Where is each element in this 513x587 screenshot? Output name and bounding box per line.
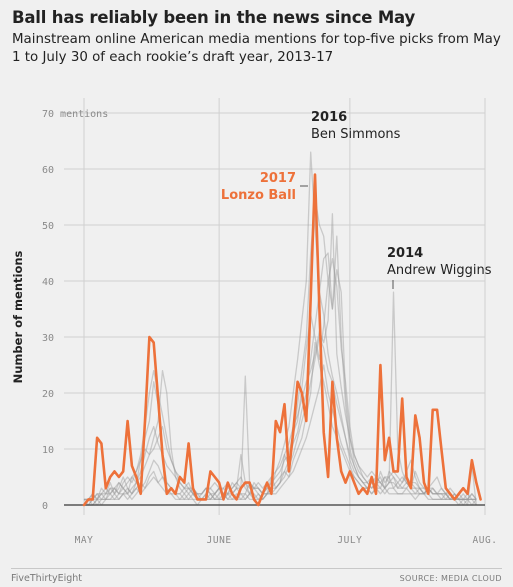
background-series-line <box>84 364 477 506</box>
x-tick-label: AUG. <box>473 535 498 546</box>
background-series-line <box>84 196 477 501</box>
x-tick-label: JUNE <box>207 535 232 546</box>
y-tick-label: 40 <box>42 277 54 288</box>
y-tick-label: 50 <box>42 221 54 232</box>
annotation-year: 2016 <box>311 110 347 125</box>
background-series-line <box>83 341 477 506</box>
y-tick-label: 10 <box>42 445 54 456</box>
footer-brand: FiveThirtyEight <box>11 573 83 584</box>
footer-source: SOURCE: MEDIA CLOUD <box>399 574 502 583</box>
x-tick-label: JULY <box>337 535 362 546</box>
y-axis-label: Number of mentions <box>11 250 25 383</box>
annotation-year: 2017 <box>260 171 296 186</box>
annotation-name: Lonzo Ball <box>221 188 296 203</box>
annotation-name: Ben Simmons <box>311 127 401 142</box>
lonzo-ball-line <box>82 173 482 507</box>
annotation-name: Andrew Wiggins <box>387 263 492 278</box>
y-tick-label: 60 <box>42 165 54 176</box>
y-tick-label: 70 mentions <box>42 109 108 120</box>
y-tick-label: 0 <box>42 501 48 512</box>
footer-divider <box>11 568 502 569</box>
annotation-year: 2014 <box>387 246 423 261</box>
chart-title: Ball has reliably been in the news since… <box>12 8 416 27</box>
y-tick-label: 30 <box>42 333 54 344</box>
y-tick-label: 20 <box>42 389 54 400</box>
line-chart: 0 10 20 30 40 50 60 70 mentions MAY JUNE JULY AUG. N… <box>11 98 498 546</box>
x-tick-label: MAY <box>75 535 94 546</box>
chart-subtitle: Mainstream online American media mention… <box>12 32 501 65</box>
